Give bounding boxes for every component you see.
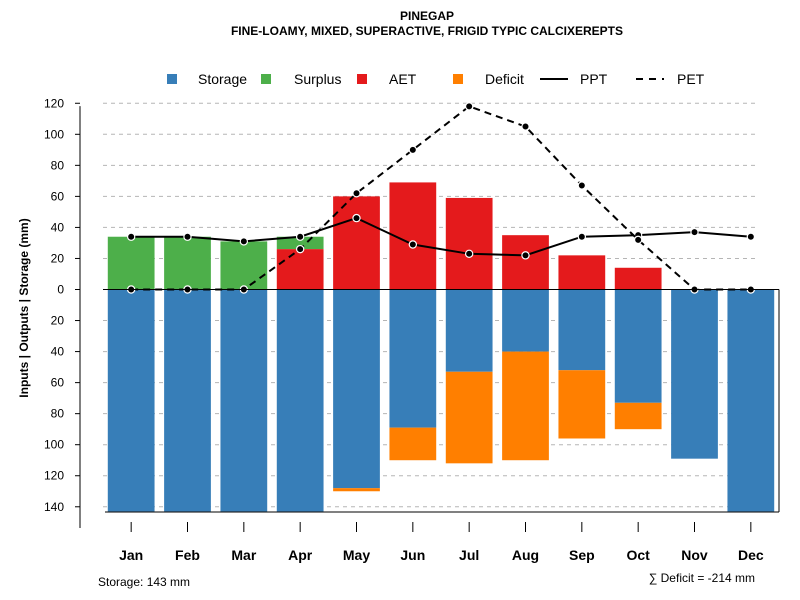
- point-pet-apr: [295, 244, 305, 254]
- y-tick-label: 0: [57, 283, 64, 297]
- point-pet-jul: [464, 102, 474, 111]
- legend-label-aet: AET: [389, 71, 417, 87]
- bar-storage-sep: [558, 289, 606, 371]
- legend-label-pet: PET: [677, 71, 705, 87]
- legend-label-storage: Storage: [198, 71, 247, 87]
- point-ppt-mar: [239, 237, 249, 246]
- storage-annotation: Storage: 143 mm: [98, 575, 190, 589]
- x-tick-label-aug: Aug: [512, 547, 539, 563]
- y-tick-label: 60: [51, 376, 65, 390]
- x-tick-label-apr: Apr: [288, 547, 313, 563]
- bar-storage-feb: [164, 289, 211, 512]
- bar-storage-apr: [276, 289, 324, 512]
- legend-label-deficit: Deficit: [485, 71, 524, 87]
- bar-surplus-jan: [107, 236, 155, 290]
- bar-aet-sep: [558, 255, 606, 290]
- bar-aet-apr: [276, 249, 324, 290]
- x-tick-label-jan: Jan: [119, 547, 143, 563]
- bar-aet-oct: [614, 267, 662, 290]
- legend-swatch-deficit: [453, 74, 463, 84]
- chart-subtitle: FINE-LOAMY, MIXED, SUPERACTIVE, FRIGID T…: [231, 24, 623, 38]
- bar-aet-jun: [389, 182, 437, 290]
- bar-storage-jan: [107, 289, 155, 512]
- y-tick-label: 60: [51, 189, 65, 203]
- point-ppt-jan: [126, 232, 136, 241]
- y-tick-label: 80: [51, 407, 65, 421]
- point-ppt-jul: [464, 249, 474, 259]
- y-tick-label: 100: [44, 438, 64, 452]
- bar-deficit-sep: [558, 370, 606, 439]
- bars: [107, 182, 775, 512]
- x-tick-label-dec: Dec: [738, 547, 764, 563]
- bar-surplus-feb: [164, 236, 211, 290]
- line-ppt: [131, 217, 751, 257]
- bar-deficit-jun: [389, 427, 437, 461]
- x-tick-label-oct: Oct: [626, 547, 650, 563]
- bar-storage-dec: [727, 289, 775, 512]
- y-axis-label: Inputs | Outputs | Storage (mm): [17, 218, 31, 397]
- point-ppt-sep: [577, 232, 587, 241]
- bar-storage-jul: [445, 289, 493, 372]
- point-pet-oct: [633, 235, 643, 245]
- chart-title: PINEGAP: [400, 9, 454, 23]
- bar-aet-aug: [502, 235, 549, 290]
- y-tick-label: 100: [44, 127, 64, 141]
- bar-aet-jul: [445, 197, 493, 290]
- bar-surplus-apr: [276, 236, 324, 250]
- point-ppt-apr: [295, 232, 305, 241]
- point-ppt-dec: [746, 232, 756, 241]
- x-tick-label-jun: Jun: [400, 547, 425, 563]
- legend-label-surplus: Surplus: [294, 71, 341, 87]
- legend: Storage Surplus AET Deficit PPT PET: [167, 71, 705, 87]
- y-tick-label: 120: [44, 96, 64, 110]
- axes: 140 120 100 80 60 40 20 0 20 40 60 80 100 120 Jan Feb Ma…: [44, 96, 780, 563]
- x-tick-label-sep: Sep: [569, 547, 595, 563]
- y-tick-label: 20: [51, 251, 65, 265]
- x-tick-label-nov: Nov: [681, 547, 708, 563]
- y-tick-label: 40: [51, 220, 65, 234]
- bar-deficit-jul: [445, 371, 493, 464]
- point-ppt-aug: [521, 251, 530, 260]
- y-tick-label: 120: [44, 469, 64, 483]
- series-lines: [126, 102, 756, 294]
- legend-swatch-aet: [357, 74, 367, 84]
- bar-storage-may: [333, 289, 380, 489]
- y-tick-label: 20: [51, 314, 65, 328]
- point-pet-sep: [577, 181, 587, 190]
- legend-swatch-storage: [167, 74, 177, 84]
- x-tick-label-mar: Mar: [231, 547, 256, 563]
- bar-storage-mar: [220, 289, 268, 512]
- point-pet-aug: [521, 122, 530, 131]
- bar-deficit-oct: [614, 402, 662, 430]
- x-tick-label-may: May: [343, 547, 370, 563]
- bar-deficit-may: [333, 488, 380, 492]
- point-pet-may: [352, 189, 361, 198]
- bar-storage-aug: [502, 289, 549, 352]
- point-ppt-jun: [408, 240, 418, 249]
- y-tick-label: 80: [51, 158, 65, 172]
- bar-storage-oct: [614, 289, 662, 403]
- point-ppt-may: [352, 213, 361, 223]
- bar-aet-may: [333, 196, 380, 290]
- x-tick-label-feb: Feb: [175, 547, 200, 563]
- y-tick-label: 140: [44, 500, 64, 514]
- bar-storage-nov: [671, 289, 718, 459]
- legend-label-ppt: PPT: [580, 71, 608, 87]
- bar-storage-jun: [389, 289, 437, 428]
- deficit-annotation: ∑ Deficit = -214 mm: [649, 571, 755, 585]
- x-tick-label-jul: Jul: [459, 547, 479, 563]
- point-pet-jun: [408, 145, 418, 155]
- legend-swatch-surplus: [261, 74, 271, 84]
- point-ppt-feb: [183, 232, 192, 241]
- bar-deficit-aug: [502, 351, 549, 461]
- bar-surplus-mar: [220, 241, 268, 290]
- y-tick-label: 40: [51, 345, 65, 359]
- point-ppt-nov: [690, 227, 699, 237]
